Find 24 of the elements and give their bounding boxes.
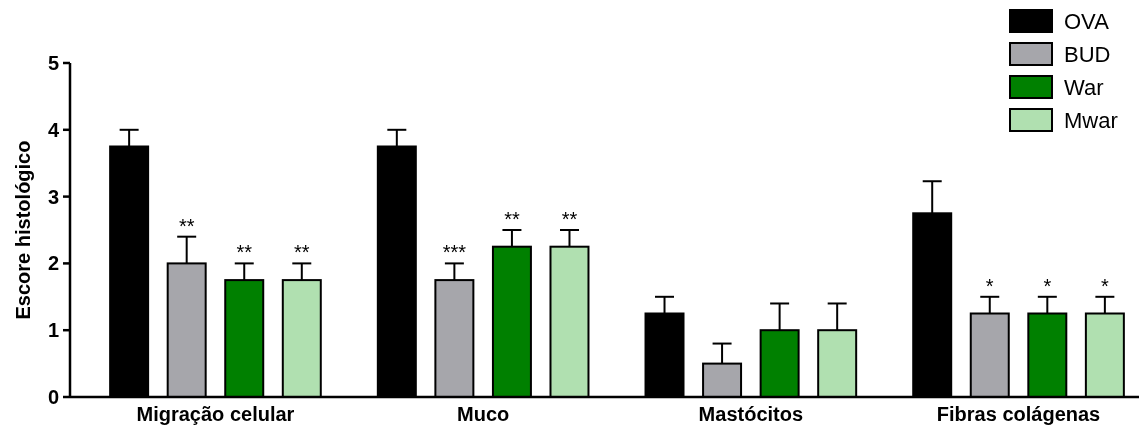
legend-label: OVA	[1064, 9, 1110, 34]
y-axis-title: Escore histológico	[12, 140, 34, 320]
y-tick-label: 0	[47, 386, 59, 408]
x-tick-label: Migração celular	[136, 403, 295, 425]
data-label: *	[1100, 274, 1109, 297]
y-tick-label: 4	[47, 118, 60, 141]
legend-label: BUD	[1064, 42, 1111, 67]
x-tick-label: Muco	[457, 403, 510, 425]
y-tick-label: 5	[47, 52, 59, 74]
data-label: ***	[442, 241, 467, 264]
data-label: *	[1043, 274, 1052, 297]
y-tick-label: 1	[47, 319, 59, 342]
legend-label: War	[1064, 75, 1104, 100]
data-label: **	[178, 214, 195, 237]
data-label: *	[985, 274, 994, 297]
data-label: **	[504, 208, 520, 230]
x-tick-label: Fibras colágenas	[936, 403, 1101, 425]
y-tick-label: 2	[47, 252, 59, 275]
data-label: **	[561, 208, 578, 230]
data-label: **	[294, 241, 310, 264]
x-tick-label: Mastócitos	[698, 403, 804, 425]
legend-label: Mwar	[1064, 108, 1118, 133]
data-label: **	[236, 241, 253, 264]
y-tick-label: 3	[47, 185, 59, 208]
